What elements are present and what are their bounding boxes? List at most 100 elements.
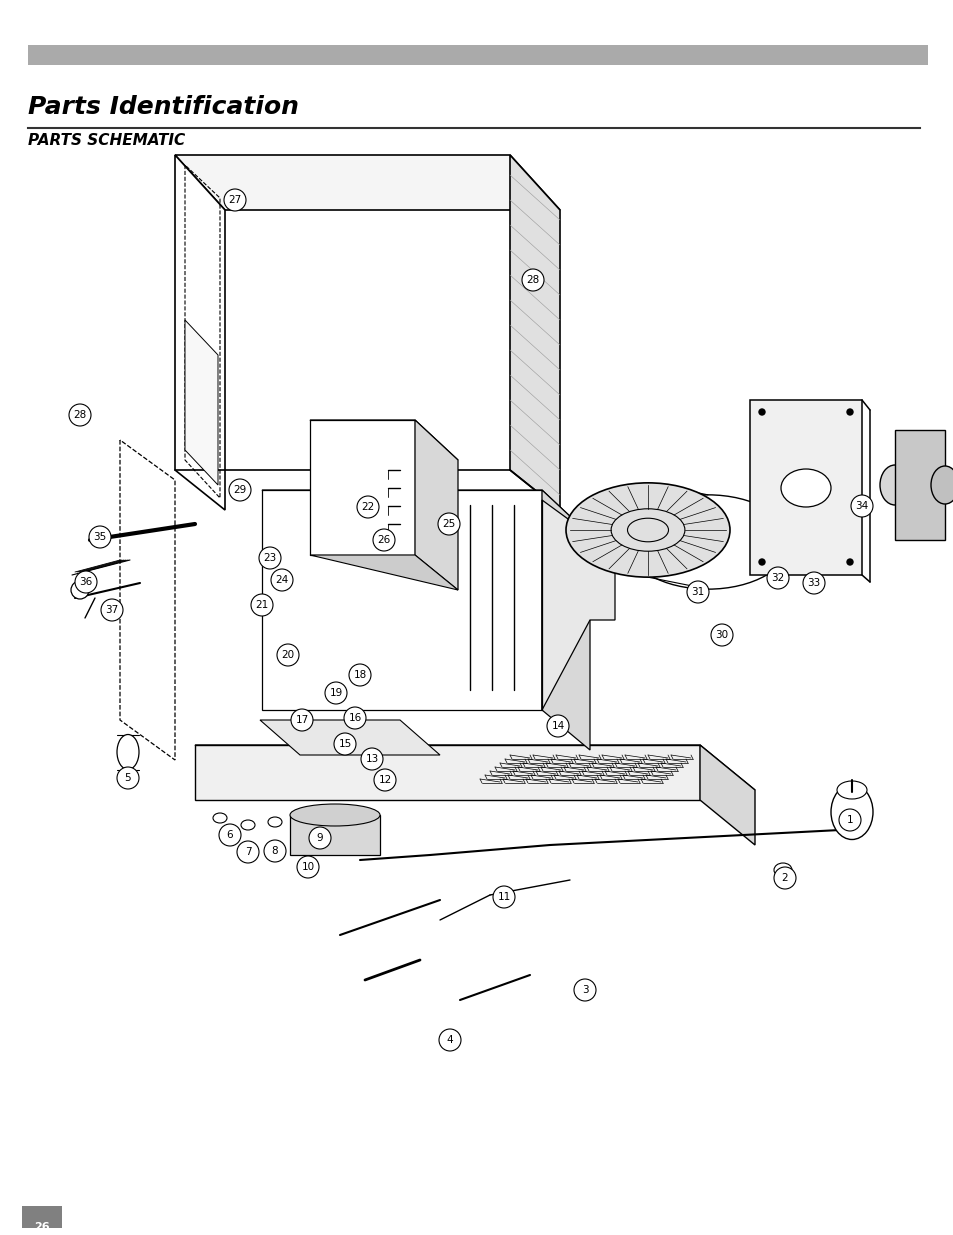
Ellipse shape [836,781,866,799]
Text: PARTS SCHEMATIC: PARTS SCHEMATIC [28,133,185,148]
Text: 13: 13 [365,755,378,764]
Text: 36: 36 [79,577,92,587]
Circle shape [69,404,91,426]
Circle shape [686,580,708,603]
Text: 12: 12 [378,776,392,785]
Polygon shape [541,490,589,750]
Polygon shape [310,555,457,590]
Circle shape [251,594,273,616]
Polygon shape [700,745,754,845]
Circle shape [438,1029,460,1051]
Ellipse shape [213,813,227,823]
Text: 11: 11 [497,892,510,902]
Text: 1: 1 [846,815,852,825]
Polygon shape [894,430,944,540]
Polygon shape [185,320,218,485]
Circle shape [493,885,515,908]
Circle shape [374,769,395,790]
Polygon shape [194,745,700,800]
Circle shape [773,867,795,889]
Ellipse shape [268,818,282,827]
Ellipse shape [781,469,830,508]
Polygon shape [262,490,541,710]
Polygon shape [194,745,754,790]
Polygon shape [290,815,379,855]
Ellipse shape [930,466,953,504]
Text: 32: 32 [771,573,783,583]
Text: 23: 23 [263,553,276,563]
Text: 29: 29 [233,485,247,495]
Text: 9: 9 [316,832,323,844]
Polygon shape [415,420,457,590]
Polygon shape [120,440,174,760]
Text: 37: 37 [105,605,118,615]
Ellipse shape [117,735,139,769]
Circle shape [802,572,824,594]
Polygon shape [260,720,439,755]
Circle shape [759,559,764,564]
Circle shape [759,409,764,415]
Circle shape [236,841,258,863]
Ellipse shape [290,804,379,826]
Text: 26: 26 [34,1221,50,1233]
Text: 20: 20 [281,650,294,659]
Polygon shape [174,156,225,510]
Circle shape [334,734,355,755]
Circle shape [349,664,371,685]
Circle shape [264,840,286,862]
Polygon shape [541,500,615,710]
Circle shape [838,809,861,831]
Circle shape [546,715,568,737]
Text: 17: 17 [295,715,309,725]
Bar [28,44,927,65]
Text: 3: 3 [581,986,588,995]
Text: 30: 30 [715,630,728,640]
Circle shape [846,409,852,415]
Text: 27: 27 [228,195,241,205]
Circle shape [373,529,395,551]
Text: 2: 2 [781,873,787,883]
Text: 7: 7 [244,847,251,857]
Circle shape [89,526,111,548]
Text: 25: 25 [442,519,456,529]
Circle shape [766,567,788,589]
Circle shape [325,682,347,704]
Circle shape [360,748,382,769]
Text: 18: 18 [353,671,366,680]
Circle shape [75,571,97,593]
Text: 4: 4 [446,1035,453,1045]
Text: 22: 22 [361,501,375,513]
Circle shape [846,559,852,564]
Circle shape [276,643,298,666]
Circle shape [574,979,596,1002]
Text: 33: 33 [806,578,820,588]
Text: 21: 21 [255,600,269,610]
Ellipse shape [830,784,872,840]
Ellipse shape [241,820,254,830]
Text: 14: 14 [551,721,564,731]
Circle shape [437,513,459,535]
Ellipse shape [879,466,909,505]
Circle shape [219,824,241,846]
Circle shape [309,827,331,848]
Text: 19: 19 [329,688,342,698]
Circle shape [521,269,543,291]
Text: Parts Identification: Parts Identification [28,95,298,119]
Polygon shape [310,420,415,555]
Polygon shape [749,400,862,576]
Ellipse shape [773,863,791,877]
Circle shape [356,496,378,517]
Text: 35: 35 [93,532,107,542]
Circle shape [291,709,313,731]
Text: 26: 26 [377,535,390,545]
Circle shape [229,479,251,501]
Text: 5: 5 [125,773,132,783]
Circle shape [101,599,123,621]
Text: 34: 34 [855,501,868,511]
Text: 8: 8 [272,846,278,856]
Text: 16: 16 [348,713,361,722]
Polygon shape [174,156,559,210]
Circle shape [344,706,366,729]
Ellipse shape [565,483,729,577]
Text: 31: 31 [691,587,704,597]
